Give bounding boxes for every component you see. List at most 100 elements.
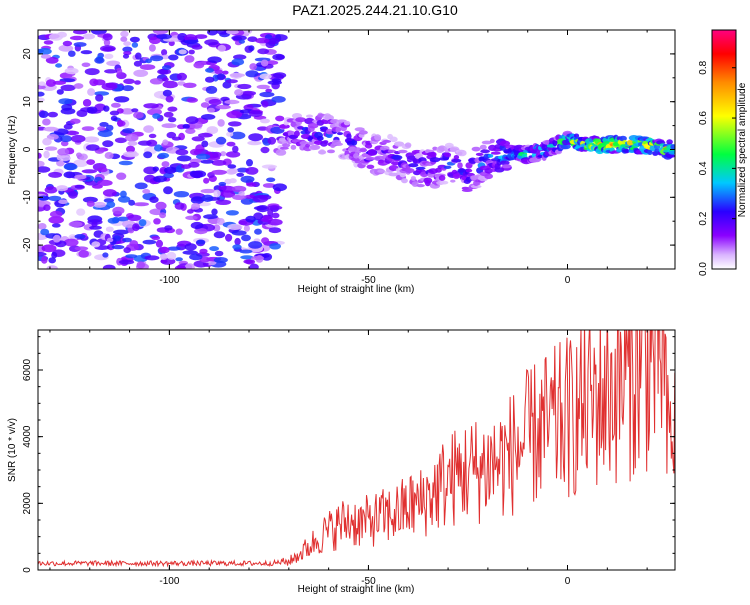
spectrogram-cell [46,265,58,269]
spectrogram-cell [181,164,192,170]
spectrogram-cell [225,210,239,216]
spectrogram-cell [122,46,133,53]
spectrogram-cell [48,171,63,178]
spectrogram-cell [224,99,240,105]
spectrogram-cell [122,237,132,243]
spectrogram-cell [163,111,174,118]
spectrogram-cell [162,65,172,71]
spectrogram-cell [217,119,225,127]
spectrogram-cell [78,250,89,258]
spectrogram-cell [153,218,161,225]
spectrogram-cell [189,253,203,261]
spectrogram-cell [174,202,185,210]
spectrogram-y-ticks: -20 -10 0 10 20 [22,29,675,270]
spectrogram-cell [201,114,216,120]
spectrogram-cell [103,39,111,47]
spectrogram-ridge-cell [318,150,327,155]
spectrogram-cell [166,251,177,260]
spectrogram-y-tick-label: -20 [22,237,33,252]
spectrogram-ridge-cell [479,144,487,150]
spectrogram-ridge-cell [416,184,425,188]
spectrogram-cell [175,257,183,262]
spectrogram-cell [38,48,52,55]
spectrogram-cell [111,245,125,250]
spectrogram-cell [106,201,116,209]
spectrogram-cell [187,209,194,214]
spectrogram-cell [268,227,282,234]
spectrogram-cell [162,54,170,60]
spectrogram-cell [138,219,147,227]
snr-y-tick-label: 6000 [22,358,33,381]
spectrogram-cell [260,146,270,154]
spectrogram-cell [163,186,173,195]
spectrogram-cell [100,45,116,52]
spectrogram-ridge-cell [453,155,460,160]
spectrogram-cell [38,91,45,97]
spectrogram-cell [184,243,197,251]
spectrogram-ridge-cell [304,117,315,125]
spectrogram-cell [52,80,67,85]
spectrogram-cell [228,121,242,127]
spectrogram-cell [162,80,179,89]
spectrogram-cell [273,72,287,79]
spectrogram-ridge-cell [322,140,329,144]
spectrogram-cell [48,257,56,264]
spectrogram-cell [195,144,205,152]
spectrogram-cell [97,179,113,186]
spectrogram-cell [261,164,277,169]
spectrogram-cell [194,228,208,235]
spectrogram-cell [76,208,86,216]
snr-y-ticks: 0 2000 4000 6000 [22,336,675,573]
spectrogram-cell [261,100,269,108]
spectrogram-cell [102,252,109,258]
spectrogram-cell [185,215,198,220]
spectrogram-cell [203,214,218,220]
spectrogram-ridge-cell [668,150,675,155]
spectrogram-cell [247,36,258,42]
spectrogram-ridge-cell [279,146,289,150]
spectrogram-cell [201,194,214,202]
spectrogram-cell [125,254,138,259]
spectrogram-ridge-cell [394,141,405,147]
spectrogram-cell [44,186,58,194]
spectrogram-ridge-cell [471,146,481,152]
spectrogram-cell [152,30,169,35]
spectrogram-cell [161,161,170,168]
spectrogram-cell [134,182,148,190]
spectrogram-ridge-cell [626,139,634,146]
spectrogram-cell [43,40,54,45]
spectrogram-ridge-cell [429,157,441,163]
spectrogram-ridge-cell [343,120,351,126]
spectrogram-cell [207,107,216,113]
spectrogram-cell [118,160,133,166]
spectrogram-cell [231,230,247,236]
spectrogram-cell [176,155,192,162]
spectrogram-cell [190,196,204,205]
spectrogram-cell [91,221,98,227]
spectrogram-cell [103,105,110,112]
spectrogram-ridge-cell [405,168,415,174]
spectrogram-ridge-cell [367,149,377,156]
spectrogram-cell [84,68,100,76]
spectrogram-cell [211,169,228,175]
spectrogram-cell [102,140,114,148]
spectrogram-ridge-cell [666,139,673,145]
spectrogram-cell [157,152,170,159]
spectrogram-cell [184,55,195,63]
spectrogram-cell [143,151,153,159]
spectrogram-cell [201,140,209,148]
spectrogram-cell [218,181,227,187]
spectrogram-cell [261,253,273,261]
spectrogram-cell [133,69,149,78]
spectrogram-cell [115,67,123,75]
spectrogram-cell [74,174,87,180]
spectrogram-cell [200,159,214,164]
spectrogram-cell [42,137,52,146]
spectrogram-cell [162,139,169,146]
spectrogram-cell [73,83,84,89]
spectrogram-cell [185,116,199,124]
colorbar-gradient [712,30,736,269]
spectrogram-ridge-cell [670,144,675,150]
spectrogram-ridge-cell [484,173,494,180]
spectrogram-ridge-cell [365,156,376,161]
